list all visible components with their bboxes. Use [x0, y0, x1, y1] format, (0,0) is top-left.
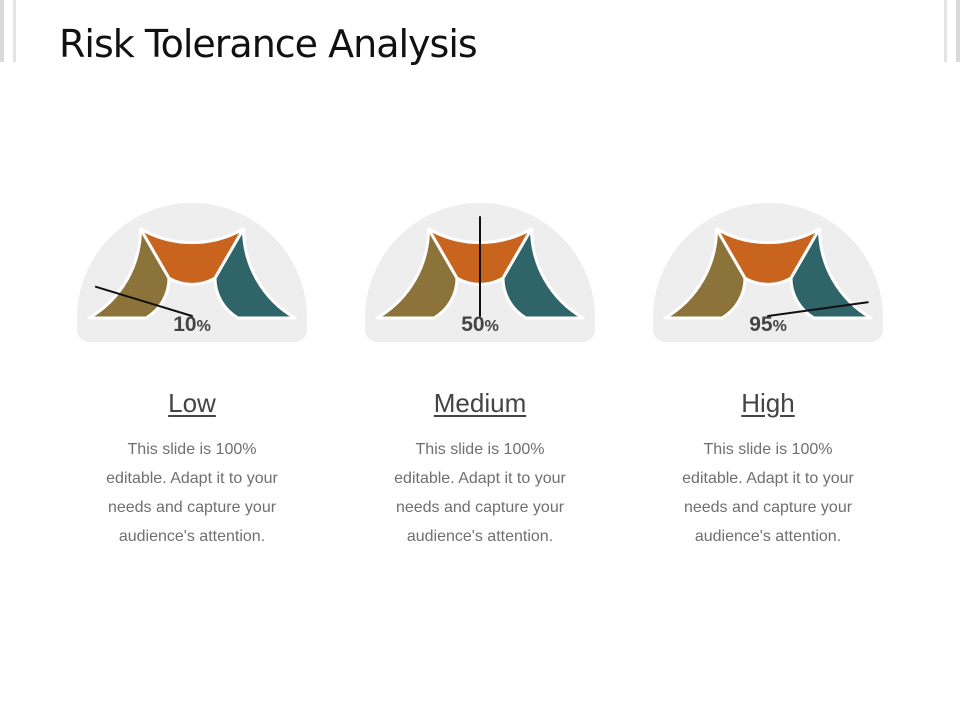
left-edge-decoration-inner — [13, 0, 16, 62]
gauge-medium: 50% — [360, 200, 600, 350]
gauge-dial: 50% — [365, 203, 595, 342]
gauge-value-unit: % — [485, 318, 499, 335]
description-text: This slide is 100% editable. Adapt it to… — [394, 441, 566, 545]
gauge-value-number: 50 — [461, 313, 484, 336]
left-edge-decoration — [0, 0, 4, 62]
risk-level-label-high: High — [741, 388, 795, 418]
risk-level-label-low: Low — [168, 388, 216, 418]
risk-level-description-medium: This slide is 100% editable. Adapt it to… — [360, 435, 600, 551]
risk-level-label-medium: Medium — [433, 388, 527, 418]
right-edge-decoration-inner — [944, 0, 947, 62]
gauge-value-number: 95 — [749, 313, 773, 336]
gauge-needle — [767, 301, 869, 317]
description-text: This slide is 100% editable. Adapt it to… — [682, 441, 854, 545]
risk-level-description-high: This slide is 100% editable. Adapt it to… — [648, 435, 888, 551]
gauge-value: 10% — [173, 313, 211, 336]
gauge-dial: 10% — [77, 203, 307, 342]
gauge-needle — [94, 285, 193, 317]
right-edge-decoration — [956, 0, 960, 62]
description-text: This slide is 100% editable. Adapt it to… — [106, 441, 278, 545]
slide-title: Risk Tolerance Analysis — [59, 22, 478, 66]
gauge-value-unit: % — [197, 318, 211, 335]
gauge-value: 50% — [461, 313, 499, 336]
gauge-segment-high — [213, 227, 297, 320]
gauge-segment-high — [501, 227, 585, 320]
gauge-low: 10% — [72, 200, 312, 350]
gauge-value: 95% — [749, 313, 787, 336]
gauge-value-number: 10 — [173, 313, 196, 336]
gauge-segment-high — [789, 227, 873, 320]
risk-level-description-low: This slide is 100% editable. Adapt it to… — [72, 435, 312, 551]
gauge-dial: 95% — [653, 203, 883, 342]
gauge-high: 95% — [648, 200, 888, 350]
gauge-value-unit: % — [773, 318, 787, 335]
